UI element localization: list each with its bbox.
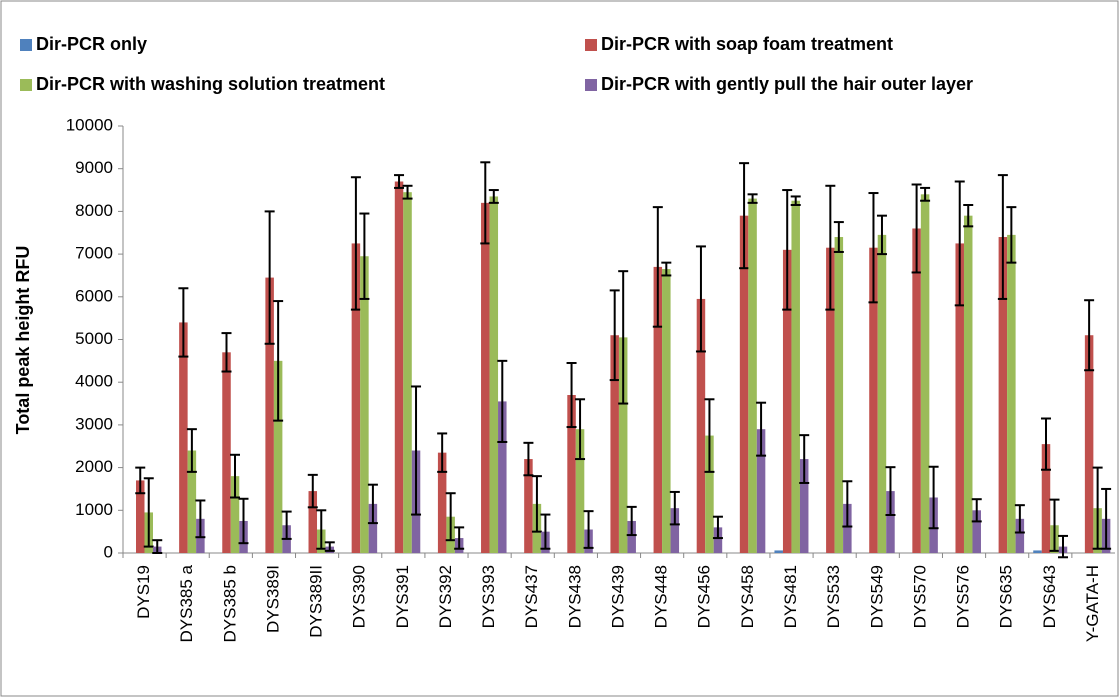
x-tick-label: DYS389I — [263, 565, 282, 633]
bar — [187, 450, 197, 553]
bar — [230, 476, 240, 553]
bar — [782, 249, 792, 553]
bar — [179, 322, 188, 553]
y-tick-label: 2000 — [75, 457, 113, 476]
y-axis-label: Total peak height RFU — [13, 246, 33, 435]
bar — [653, 266, 663, 553]
y-tick-label: 0 — [104, 542, 113, 561]
y-tick-label: 10000 — [66, 115, 113, 134]
x-tick-label: DYS576 — [954, 565, 973, 628]
bar — [972, 510, 981, 553]
bar — [1084, 335, 1094, 553]
bar — [791, 200, 800, 553]
x-tick-label: DYS385 a — [177, 564, 196, 642]
bar — [920, 194, 930, 553]
bar — [524, 459, 533, 553]
legend-swatch — [20, 39, 32, 51]
x-tick-label: DYS456 — [695, 565, 714, 628]
x-tick-label: DYS19 — [134, 565, 153, 619]
bar — [351, 243, 361, 554]
legend-swatch — [585, 39, 597, 51]
bar — [705, 435, 714, 553]
y-tick-label: 4000 — [75, 372, 113, 391]
bar — [610, 335, 619, 553]
bar — [136, 480, 145, 553]
bar — [498, 401, 507, 553]
legend-label: Dir-PCR with washing solution treatment — [36, 74, 385, 94]
y-tick-label: 9000 — [75, 158, 113, 177]
x-tick-label: DYS448 — [652, 565, 671, 628]
bar — [618, 337, 628, 553]
bar — [799, 459, 809, 553]
x-tick-label: Y-GATA-H — [1083, 565, 1102, 642]
bar — [403, 192, 412, 553]
bar — [886, 491, 895, 553]
x-tick-label: DYS570 — [910, 565, 929, 628]
x-tick-label: DYS635 — [997, 565, 1016, 628]
x-tick-label: DYS438 — [565, 565, 584, 628]
bar — [877, 234, 887, 553]
bar — [713, 527, 723, 553]
bar — [1033, 550, 1042, 553]
x-tick-label: DYS481 — [781, 565, 800, 628]
bar — [739, 215, 749, 554]
y-tick-label: 8000 — [75, 201, 113, 220]
y-tick-label: 1000 — [75, 500, 113, 519]
x-tick-label: DYS458 — [738, 565, 757, 628]
x-tick-label: DYS392 — [436, 565, 455, 628]
bar — [1015, 518, 1025, 553]
x-tick-label: DYS393 — [479, 565, 498, 628]
bar — [826, 247, 835, 553]
bar — [843, 503, 852, 553]
x-tick-label: DYS533 — [824, 565, 843, 628]
legend-label: Dir-PCR only — [36, 34, 147, 54]
bar — [575, 429, 585, 553]
y-tick-label: 3000 — [75, 414, 113, 433]
bar — [748, 198, 757, 553]
y-tick-label: 5000 — [75, 329, 113, 348]
bar — [1041, 444, 1051, 553]
bar — [869, 247, 878, 553]
bar — [222, 352, 231, 553]
legend-swatch — [20, 79, 32, 91]
bar — [308, 491, 318, 553]
bar — [912, 228, 921, 554]
x-tick-label: DYS389II — [307, 565, 326, 638]
bar — [955, 243, 964, 554]
bar — [394, 181, 404, 553]
bar — [489, 196, 499, 553]
x-tick-label: DYS643 — [1040, 565, 1059, 628]
bar — [437, 452, 447, 553]
x-tick-label: DYS391 — [393, 565, 412, 628]
bar — [265, 277, 274, 553]
legend-label: Dir-PCR with soap foam treatment — [601, 34, 893, 54]
x-tick-label: DYS439 — [608, 565, 627, 628]
bar — [360, 256, 369, 553]
bar — [696, 298, 706, 553]
bar — [368, 503, 378, 553]
bar — [273, 360, 283, 553]
x-tick-label: DYS390 — [350, 565, 369, 628]
bar — [481, 202, 490, 554]
bar — [670, 508, 680, 553]
bar — [774, 550, 783, 553]
bar — [756, 429, 766, 553]
legend-swatch — [585, 79, 597, 91]
bar — [567, 395, 576, 553]
bar — [834, 237, 844, 553]
bar — [662, 269, 671, 553]
y-tick-label: 7000 — [75, 244, 113, 263]
y-tick-label: 6000 — [75, 286, 113, 305]
x-tick-label: DYS437 — [522, 565, 541, 628]
x-tick-label: DYS549 — [867, 565, 886, 628]
bar — [998, 237, 1008, 553]
bar — [627, 520, 636, 553]
bar — [963, 215, 973, 554]
x-tick-label: DYS385 b — [220, 565, 239, 643]
legend-label: Dir-PCR with gently pull the hair outer … — [601, 74, 973, 94]
bar — [1007, 234, 1016, 553]
